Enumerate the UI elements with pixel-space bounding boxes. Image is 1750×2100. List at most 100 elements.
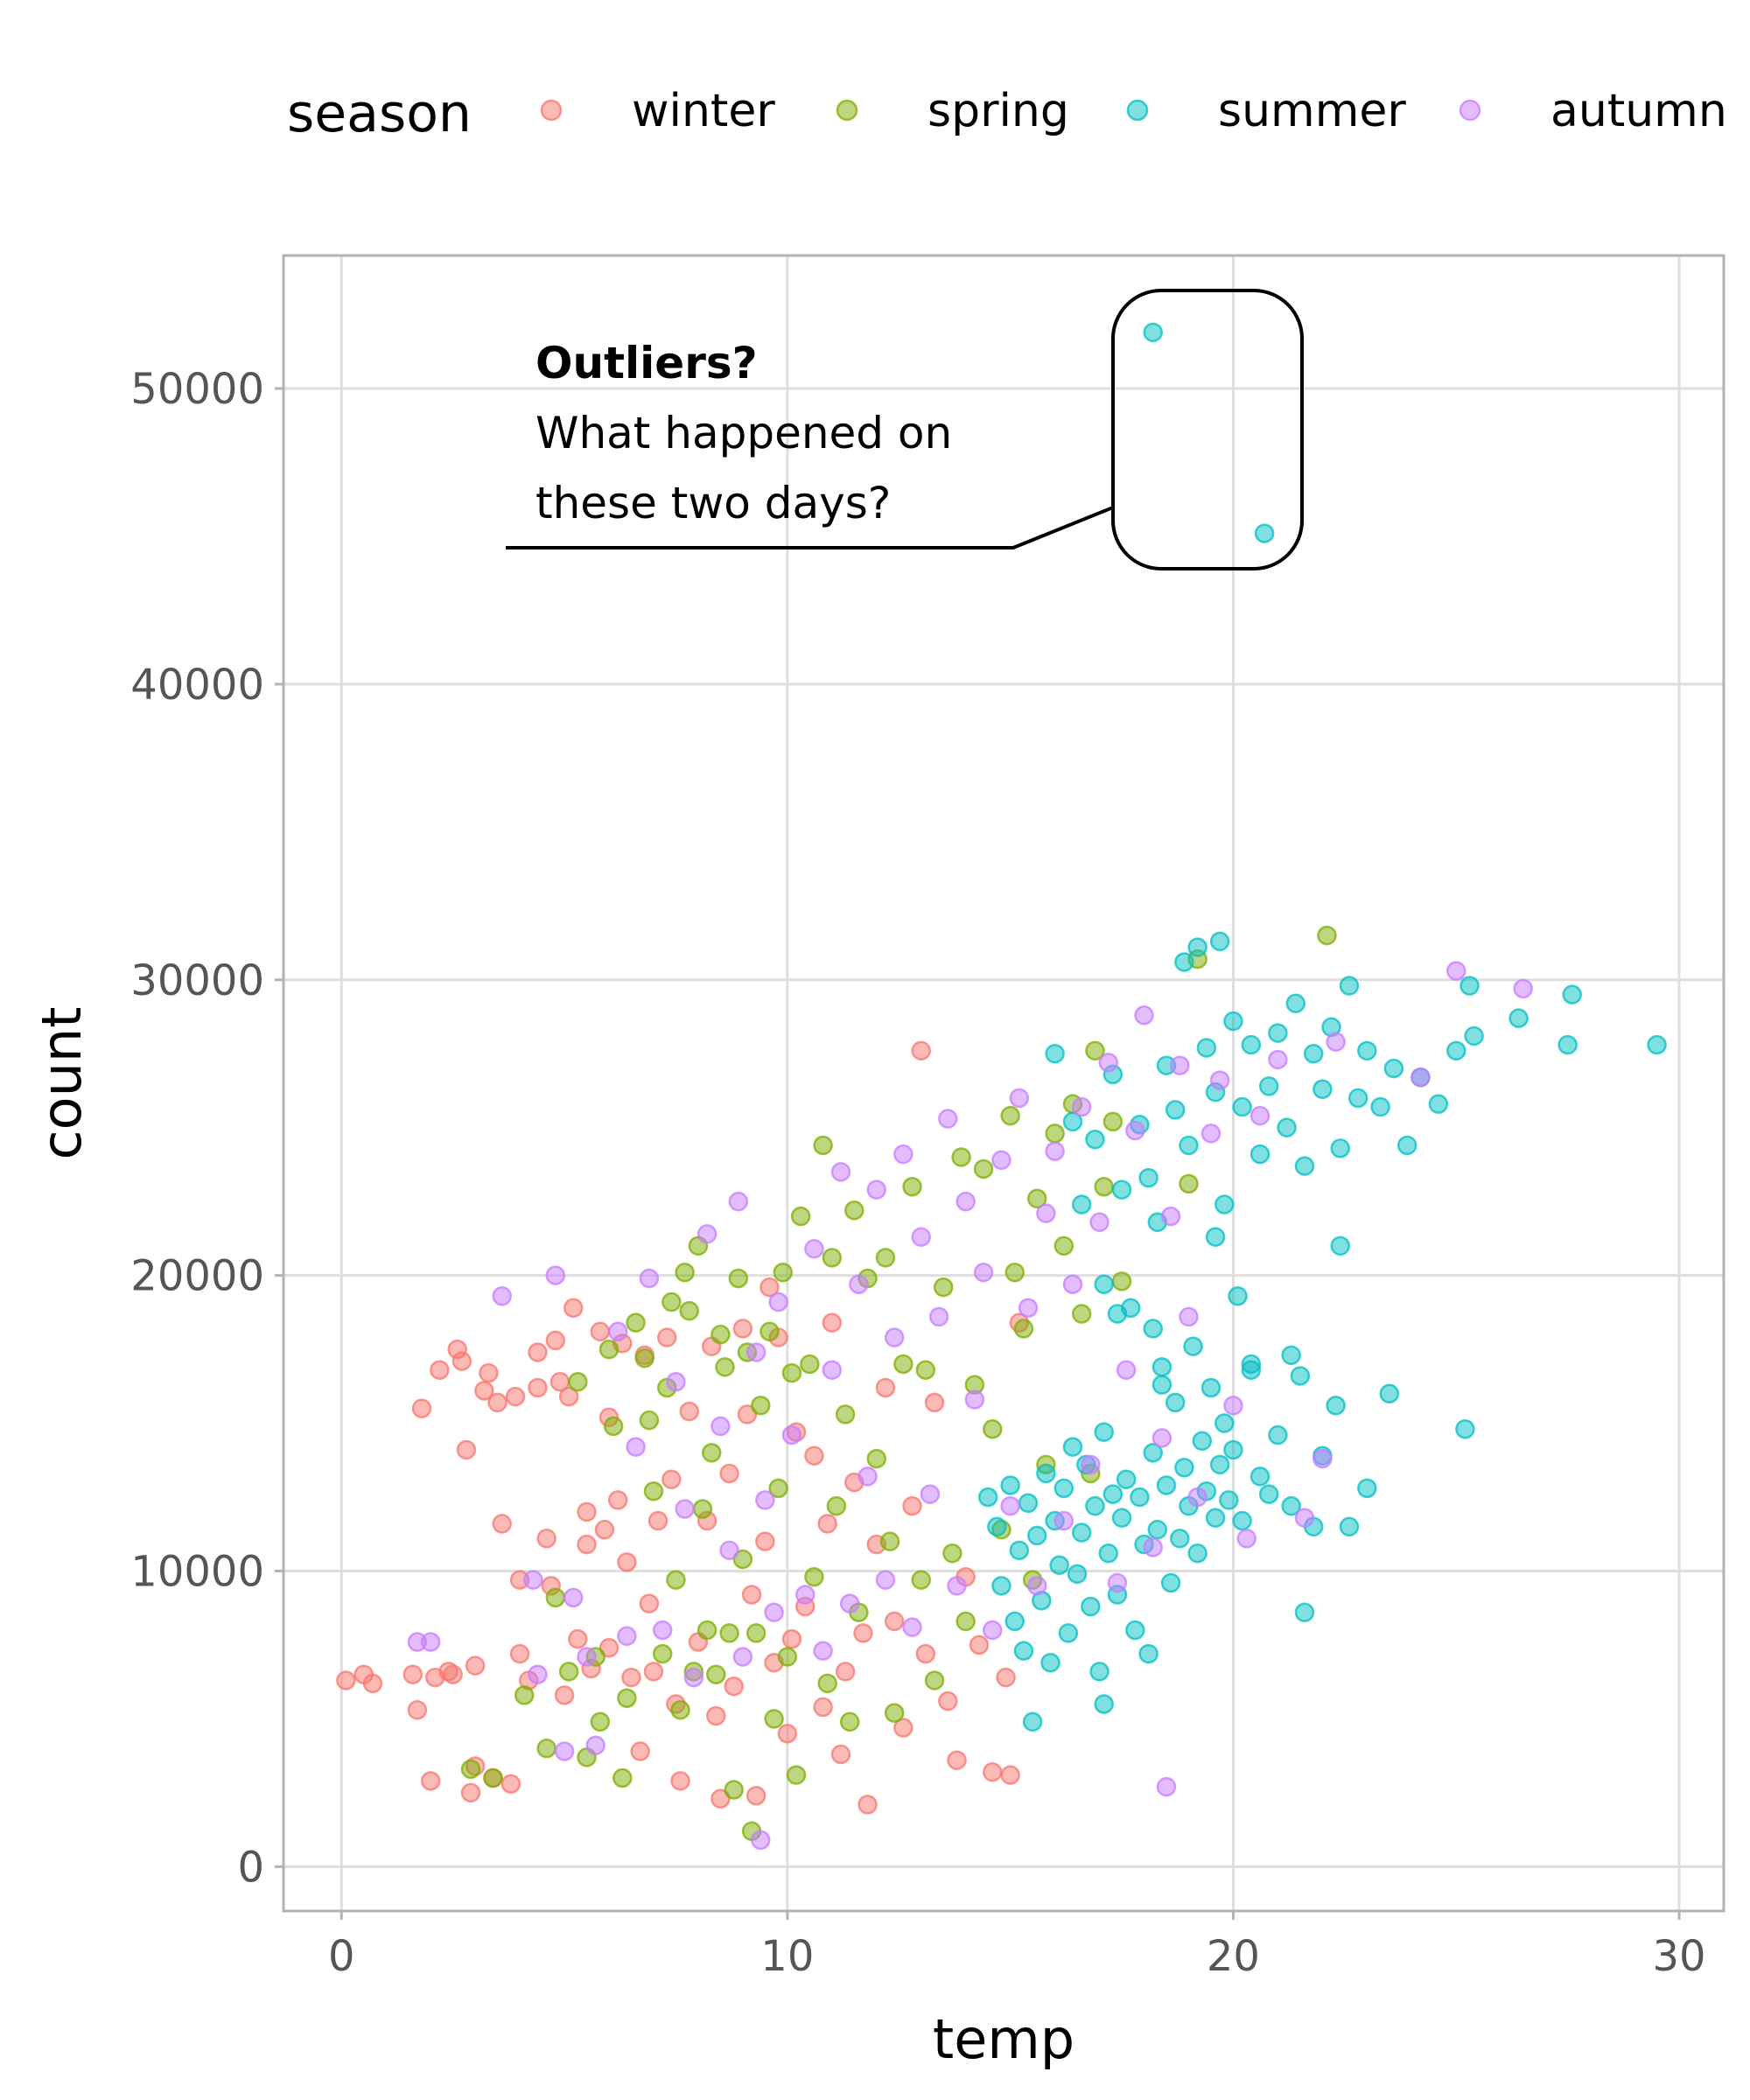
data-point-winter xyxy=(577,1502,597,1522)
data-point-summer xyxy=(1209,1454,1230,1475)
data-point-autumn xyxy=(746,1342,766,1362)
data-point-summer xyxy=(1508,1008,1529,1028)
data-point-summer xyxy=(1018,1493,1039,1514)
outlier-point xyxy=(1143,322,1163,343)
data-point-summer xyxy=(991,1576,1012,1596)
data-point-summer xyxy=(1339,976,1360,996)
data-point-summer xyxy=(1290,1366,1311,1386)
data-point-summer xyxy=(1200,1377,1222,1398)
data-point-autumn xyxy=(1200,1124,1222,1144)
data-point-summer xyxy=(1370,1096,1390,1117)
data-point-spring xyxy=(701,1443,722,1463)
data-point-summer xyxy=(1455,1419,1475,1439)
data-point-autumn xyxy=(983,1620,1003,1641)
data-point-autumn xyxy=(607,1321,628,1342)
data-point-summer xyxy=(1241,1034,1262,1055)
data-point-autumn xyxy=(1513,978,1533,999)
data-point-summer xyxy=(1357,1040,1377,1061)
data-point-spring xyxy=(746,1623,766,1643)
data-point-summer xyxy=(1179,1135,1199,1156)
data-point-summer xyxy=(1102,1484,1124,1504)
data-point-winter xyxy=(835,1662,856,1682)
data-point-summer xyxy=(1040,1652,1060,1673)
data-point-summer xyxy=(1241,1354,1262,1375)
data-point-summer xyxy=(1223,1011,1243,1032)
data-point-autumn xyxy=(1018,1298,1039,1319)
data-point-autumn xyxy=(813,1641,833,1661)
data-point-winter xyxy=(362,1673,383,1694)
data-point-spring xyxy=(942,1543,962,1564)
data-point-winter xyxy=(706,1705,726,1726)
data-point-winter xyxy=(915,1643,936,1664)
data-point-autumn xyxy=(956,1191,976,1212)
data-point-summer xyxy=(1277,1117,1297,1138)
data-point-summer xyxy=(1379,1383,1400,1404)
data-point-winter xyxy=(657,1327,677,1348)
data-point-summer xyxy=(1094,1274,1114,1294)
data-point-autumn xyxy=(768,1292,788,1312)
data-point-winter xyxy=(755,1531,775,1551)
data-point-spring xyxy=(1317,925,1337,946)
outlier-highlight-box xyxy=(1111,289,1304,570)
data-point-summer xyxy=(1562,984,1582,1004)
y-tick-label: 20000 xyxy=(130,1252,264,1301)
legend: season winter spring summer autumn xyxy=(287,83,1727,144)
data-point-winter xyxy=(336,1670,356,1690)
data-point-autumn xyxy=(1062,1274,1083,1294)
data-point-winter xyxy=(741,1585,762,1605)
data-point-winter xyxy=(884,1611,905,1632)
data-point-spring xyxy=(826,1495,847,1516)
data-point-autumn xyxy=(626,1437,646,1457)
data-point-summer xyxy=(1281,1495,1301,1516)
data-point-autumn xyxy=(666,1371,686,1392)
data-point-autumn xyxy=(1026,1576,1047,1596)
data-point-autumn xyxy=(1236,1529,1256,1549)
data-point-spring xyxy=(724,1780,744,1800)
data-point-autumn xyxy=(849,1274,869,1294)
data-point-winter xyxy=(817,1514,837,1534)
data-point-winter xyxy=(679,1401,699,1422)
data-point-spring xyxy=(884,1703,905,1723)
data-point-winter xyxy=(500,1774,522,1794)
data-point-summer xyxy=(1223,1439,1243,1460)
data-point-summer xyxy=(1558,1034,1578,1055)
data-point-autumn xyxy=(973,1262,994,1283)
data-point-spring xyxy=(598,1339,620,1360)
data-point-summer xyxy=(1156,1475,1177,1495)
data-point-winter xyxy=(858,1795,878,1815)
data-point-spring xyxy=(643,1480,664,1502)
data-point-summer xyxy=(1464,1026,1484,1046)
data-point-winter xyxy=(402,1664,424,1684)
data-point-winter xyxy=(545,1330,566,1351)
data-point-autumn xyxy=(1071,1096,1092,1117)
x-axis-ticks: 0 10 20 30 xyxy=(328,1911,1706,1981)
data-point-winter xyxy=(893,1718,914,1738)
data-point-spring xyxy=(1085,1040,1105,1061)
data-point-winter xyxy=(947,1750,967,1770)
data-point-winter xyxy=(558,1386,579,1407)
data-point-summer xyxy=(1250,1466,1270,1487)
data-point-autumn xyxy=(1170,1055,1190,1075)
data-point-winter xyxy=(813,1697,833,1718)
data-point-spring xyxy=(692,1499,713,1519)
data-point-autumn xyxy=(1268,1049,1288,1070)
data-point-autumn xyxy=(492,1286,512,1306)
data-point-summer xyxy=(1138,1167,1158,1188)
data-point-winter xyxy=(563,1298,584,1319)
data-point-summer xyxy=(1647,1034,1667,1055)
data-point-summer xyxy=(1094,1694,1114,1714)
data-point-spring xyxy=(675,1262,695,1283)
data-point-summer xyxy=(1170,1529,1190,1549)
data-point-summer xyxy=(1258,1484,1279,1504)
data-point-summer xyxy=(1205,1508,1226,1528)
data-point-winter xyxy=(590,1321,611,1342)
data-point-autumn xyxy=(1156,1776,1177,1797)
data-point-winter xyxy=(670,1771,690,1791)
data-point-autumn xyxy=(1009,1088,1030,1109)
data-point-spring xyxy=(768,1478,788,1499)
data-point-spring xyxy=(514,1685,535,1705)
data-point-winter xyxy=(924,1392,945,1413)
data-point-summer xyxy=(1348,1088,1368,1109)
data-point-autumn xyxy=(420,1632,441,1652)
data-point-spring xyxy=(902,1177,922,1197)
